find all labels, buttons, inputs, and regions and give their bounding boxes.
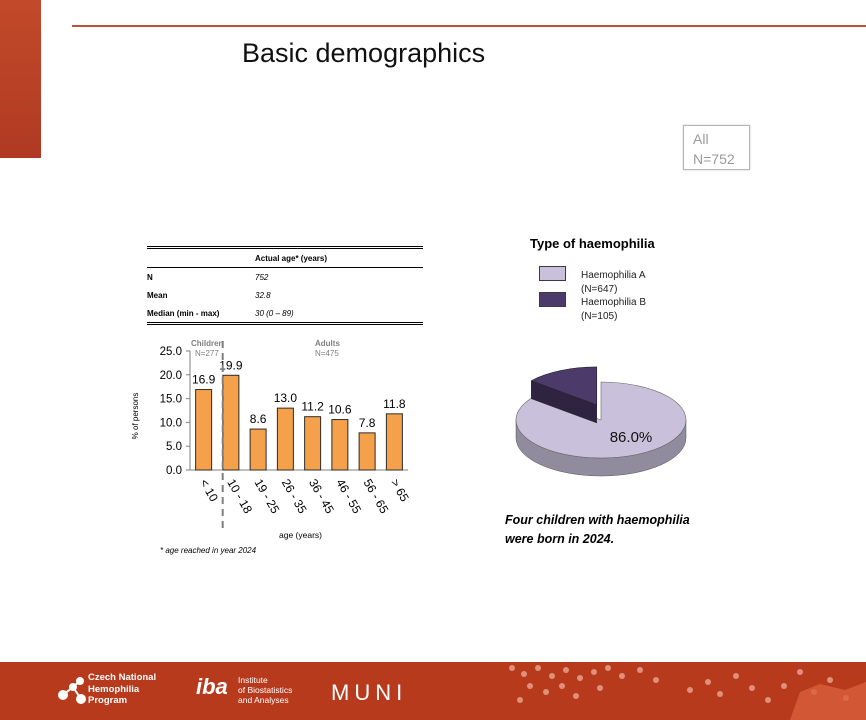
pie-slice-haemophilia-b <box>530 366 598 406</box>
x-tick-label: 46 - 55 <box>333 477 364 517</box>
x-tick-label: 10 - 18 <box>224 477 255 517</box>
footer-dots-pattern <box>509 665 866 720</box>
table-top-rule <box>147 246 423 249</box>
table-row: Mean 32.8 <box>147 290 271 300</box>
y-tick-label: 5.0 <box>166 441 182 453</box>
y-tick-label: 0.0 <box>166 465 182 477</box>
page-title: Basic demographics <box>242 38 486 68</box>
left-accent-bar <box>0 0 41 158</box>
legend-swatch-haemophilia-b <box>539 292 566 307</box>
pie-title: Type of haemophilia <box>530 236 655 251</box>
y-tick-label: 20.0 <box>160 370 182 382</box>
age-distribution-bar-chart: 0.0 5.0 10.0 15.0 20.0 25.0 16.9 < 10 19.9 10 - 1… <box>131 339 412 540</box>
pie-slice-b-group <box>530 366 598 424</box>
x-tick-label: 36 - 45 <box>306 477 337 517</box>
bar <box>249 428 267 471</box>
x-tick-label: 56 - 65 <box>361 477 392 517</box>
legend-item-haemophilia-a: Haemophilia A (N=647) <box>581 270 646 295</box>
footer-bar: Czech National Hemophilia Program iba In… <box>0 662 866 720</box>
bar <box>331 419 349 471</box>
bar-value-label: 11.2 <box>301 400 324 414</box>
bar <box>195 389 213 471</box>
bar-value-label: 19.9 <box>219 358 243 372</box>
bar-value-label: 8.6 <box>250 412 267 426</box>
children-label: Children <box>191 339 224 348</box>
x-tick-label: < 10 <box>197 477 221 505</box>
legend-item-haemophilia-b: Haemophilia B (N=105) <box>581 297 647 322</box>
population-box: All N=752 <box>683 125 750 170</box>
top-divider <box>72 25 866 27</box>
age-stats-table: Actual age* (years) N 752 Mean 32.8 Medi… <box>147 246 423 325</box>
table-bottom-rule <box>147 322 423 325</box>
bar-value-label: 16.9 <box>192 373 216 387</box>
iba-logo-mark: iba <box>196 674 228 699</box>
muni-logo: MUNI <box>331 680 408 705</box>
haemophilia-type-pie-chart: 86.0% <box>515 366 687 477</box>
age-footnote: * age reached in year 2024 <box>160 546 257 555</box>
pie-data-label: 86.0% <box>610 429 653 446</box>
y-tick-label: 10.0 <box>160 417 182 429</box>
population-count: N=752 <box>693 151 735 167</box>
cnhp-logo-text: Czech National Hemophilia Program <box>88 672 157 706</box>
iba-logo-text: Institute of Biostatistics and Analyses <box>238 675 293 705</box>
x-tick-label: > 65 <box>388 477 412 505</box>
y-tick-label: 15.0 <box>160 394 182 406</box>
y-tick-label: 25.0 <box>160 346 182 358</box>
bar <box>222 374 240 471</box>
table-header-row: Actual age* (years) <box>147 249 423 267</box>
x-tick-label: 26 - 35 <box>279 477 310 517</box>
table-header: Actual age* (years) <box>255 253 328 263</box>
pie-slice-haemophilia-a <box>515 381 687 459</box>
bar-value-label: 13.0 <box>274 391 298 405</box>
bar <box>385 413 403 471</box>
legend-swatch-haemophilia-a <box>539 266 566 281</box>
children-count: N=277 <box>195 349 219 358</box>
bar <box>304 416 322 471</box>
births-note: Four children with haemophilia were born… <box>505 513 690 546</box>
x-axis-title: age (years) <box>279 530 322 540</box>
population-label: All <box>693 131 709 147</box>
bar <box>276 407 294 471</box>
bar-value-label: 11.8 <box>383 397 406 411</box>
hemophilia-program-logo-icon <box>58 677 86 704</box>
bar <box>358 432 376 471</box>
y-axis-title: % of persons <box>131 393 140 440</box>
x-tick-label: 19 - 25 <box>252 477 283 517</box>
adults-count: N=475 <box>315 349 339 358</box>
table-row: N 752 <box>147 272 269 282</box>
adults-label: Adults <box>315 339 340 348</box>
table-row: Median (min - max) 30 (0 – 89) <box>147 308 294 318</box>
bar-value-label: 10.6 <box>328 403 352 417</box>
bar-value-label: 7.8 <box>359 416 376 430</box>
